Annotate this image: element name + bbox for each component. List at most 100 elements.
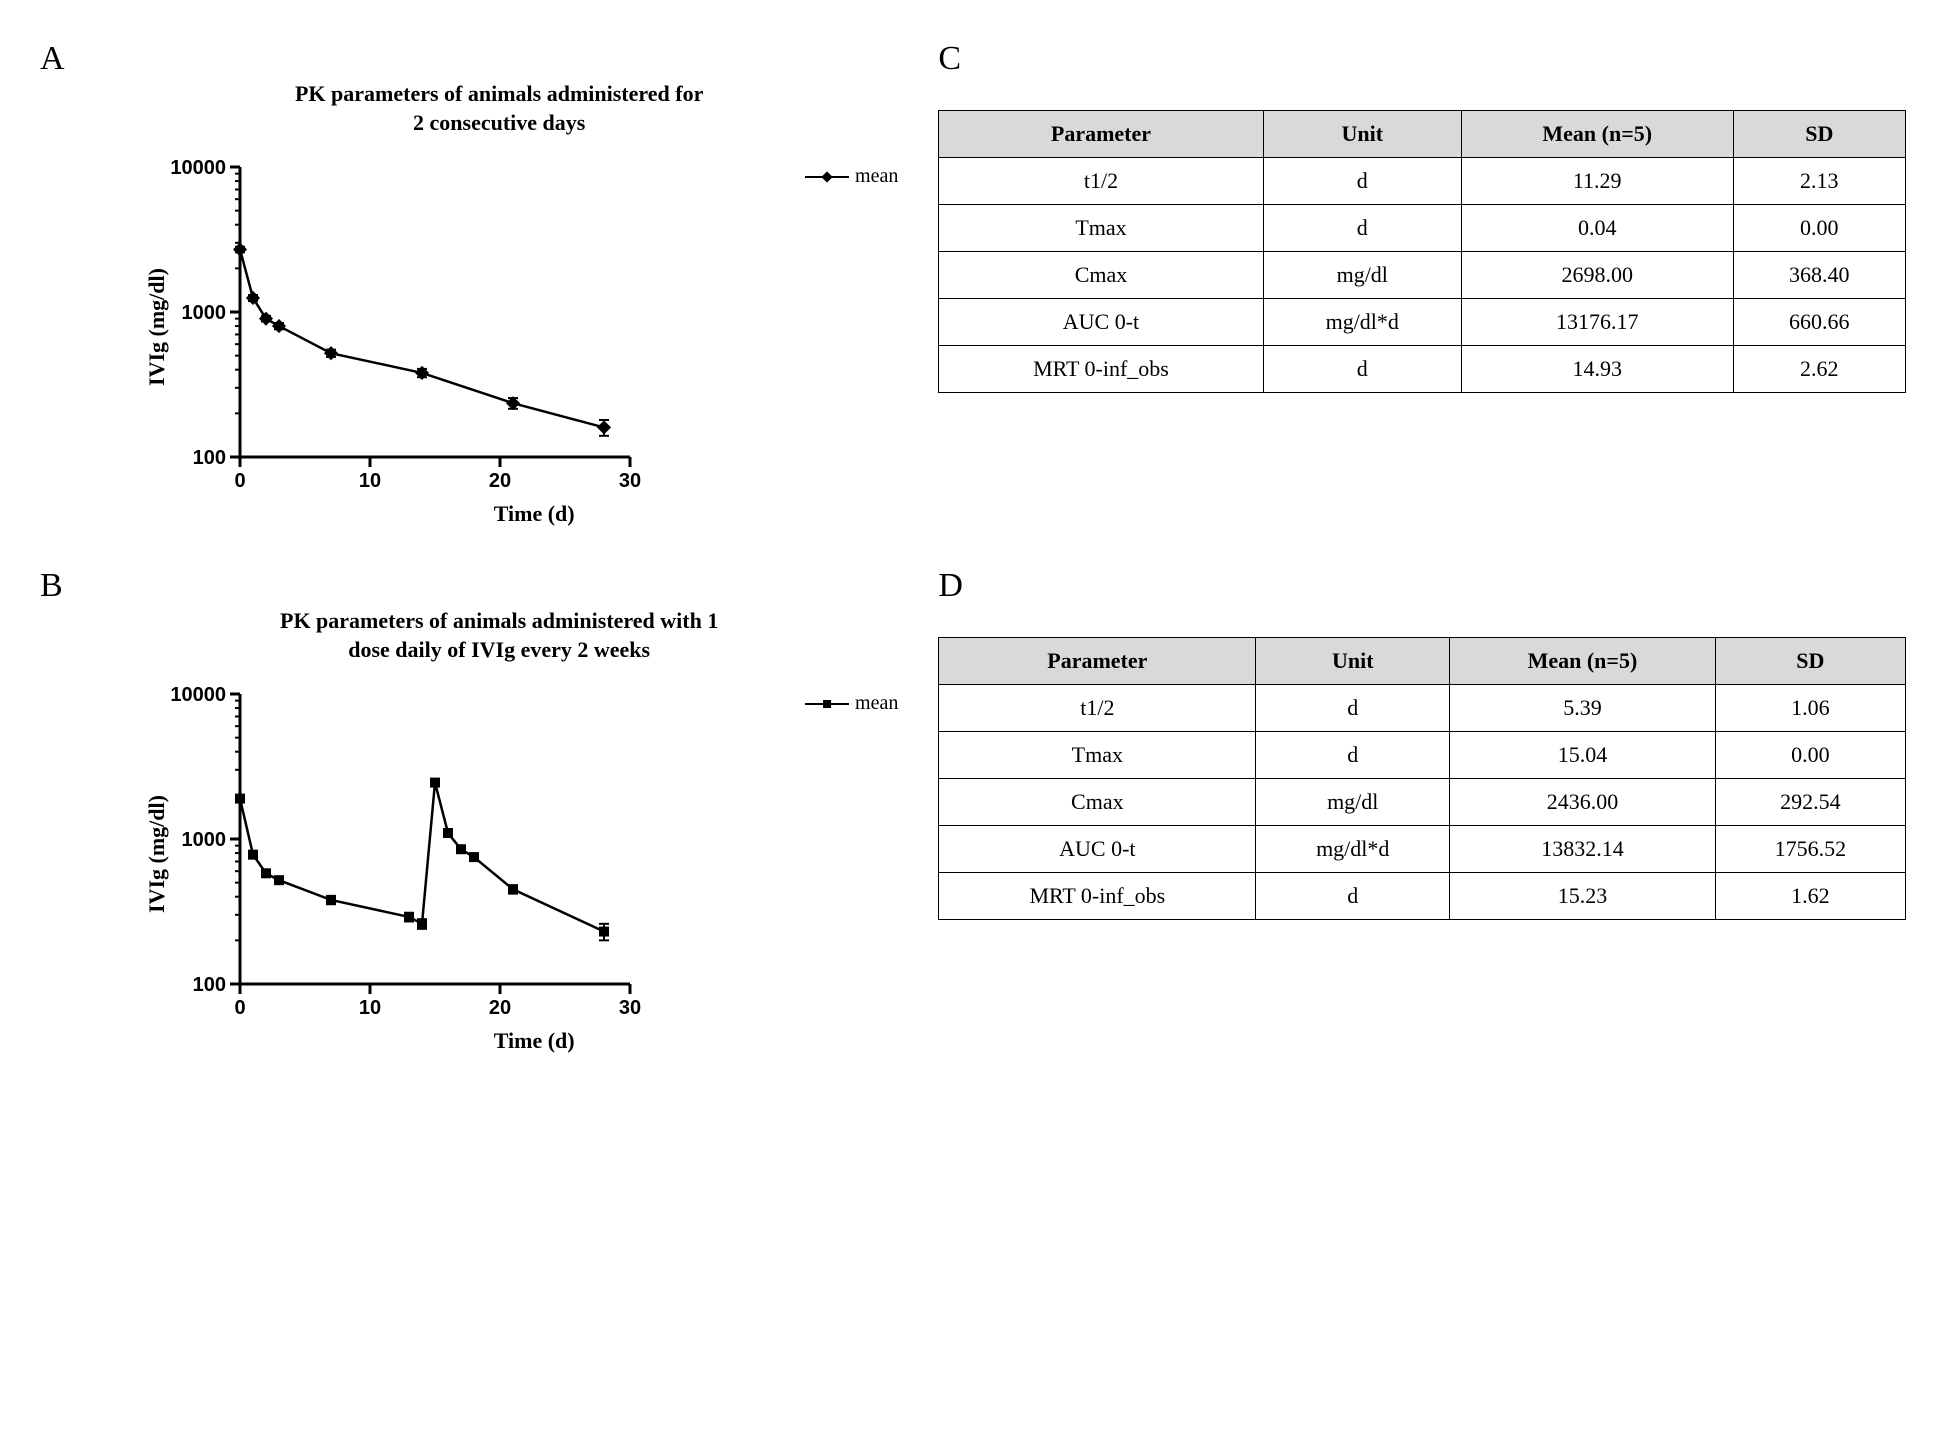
table-header: Parameter: [939, 111, 1263, 158]
panel-a-legend-label: mean: [855, 165, 898, 188]
svg-text:100: 100: [193, 974, 226, 996]
table-cell: MRT 0-inf_obs: [939, 346, 1263, 393]
panel-c-table-wrap: ParameterUnitMean (n=5)SDt1/2d11.292.13T…: [938, 40, 1946, 393]
table-cell: 0.00: [1733, 205, 1905, 252]
table-cell: 1.06: [1715, 685, 1905, 732]
table-cell: 0.04: [1461, 205, 1733, 252]
svg-text:10: 10: [359, 470, 381, 492]
table-header: Mean (n=5): [1461, 111, 1733, 158]
table-cell: 11.29: [1461, 158, 1733, 205]
panel-b-xlabel: Time (d): [170, 1028, 898, 1054]
table-row: AUC 0-tmg/dl*d13176.17660.66: [939, 299, 1906, 346]
panel-b-title-l2: dose daily of IVIg every 2 weeks: [348, 637, 650, 662]
panel-a-label: A: [40, 40, 65, 78]
table-cell: 2436.00: [1450, 779, 1716, 826]
table-cell: 15.04: [1450, 732, 1716, 779]
panel-a-legend: mean: [805, 165, 898, 188]
panel-a-chart-svg: 0 10 20 30 100 1000 10000: [170, 157, 750, 497]
table-cell: d: [1263, 205, 1461, 252]
panel-b-legend: mean: [805, 692, 898, 715]
table-cell: t1/2: [939, 158, 1263, 205]
panel-a: A PK parameters of animals administered …: [40, 40, 898, 527]
panel-b-label: B: [40, 567, 63, 605]
table-cell: 2.13: [1733, 158, 1905, 205]
panel-a-chart-box: IVIg (mg/dl) mean 0102030100100010000: [170, 157, 898, 497]
table-cell: Tmax: [939, 732, 1256, 779]
svg-text:0: 0: [234, 470, 245, 492]
svg-text:0: 0: [234, 997, 245, 1019]
table-row: t1/2d11.292.13: [939, 158, 1906, 205]
table-header: Mean (n=5): [1450, 638, 1716, 685]
table-cell: AUC 0-t: [939, 826, 1256, 873]
table-cell: d: [1263, 346, 1461, 393]
panel-b-title: PK parameters of animals administered wi…: [100, 607, 898, 664]
table-cell: MRT 0-inf_obs: [939, 873, 1256, 920]
table-cell: 2.62: [1733, 346, 1905, 393]
table-cell: AUC 0-t: [939, 299, 1263, 346]
panel-d: D ParameterUnitMean (n=5)SDt1/2d5.391.06…: [938, 567, 1946, 1054]
panel-b-legend-label: mean: [855, 692, 898, 715]
panel-c: C ParameterUnitMean (n=5)SDt1/2d11.292.1…: [938, 40, 1946, 527]
panel-a-chart-wrap: PK parameters of animals administered fo…: [40, 40, 898, 527]
panel-d-label: D: [938, 567, 963, 605]
table-row: Tmaxd0.040.00: [939, 205, 1906, 252]
table-header: Unit: [1256, 638, 1450, 685]
panel-d-table: ParameterUnitMean (n=5)SDt1/2d5.391.06Tm…: [938, 637, 1906, 920]
svg-text:20: 20: [489, 470, 511, 492]
panel-b-chart-svg: 0 10 20 30 100 1000 10000: [170, 684, 750, 1024]
table-cell: 0.00: [1715, 732, 1905, 779]
table-row: MRT 0-inf_obsd14.932.62: [939, 346, 1906, 393]
panel-c-table: ParameterUnitMean (n=5)SDt1/2d11.292.13T…: [938, 110, 1906, 393]
panel-b-ylabel: IVIg (mg/dl): [144, 795, 170, 913]
table-cell: 13832.14: [1450, 826, 1716, 873]
panel-c-label: C: [938, 40, 961, 78]
table-cell: mg/dl: [1256, 779, 1450, 826]
table-cell: d: [1256, 732, 1450, 779]
svg-text:10: 10: [359, 997, 381, 1019]
svg-text:30: 30: [619, 997, 641, 1019]
svg-text:100: 100: [193, 447, 226, 469]
svg-text:20: 20: [489, 997, 511, 1019]
table-row: MRT 0-inf_obsd15.231.62: [939, 873, 1906, 920]
table-cell: 368.40: [1733, 252, 1905, 299]
table-cell: d: [1256, 685, 1450, 732]
table-cell: mg/dl: [1263, 252, 1461, 299]
table-cell: Cmax: [939, 252, 1263, 299]
table-header: SD: [1715, 638, 1905, 685]
panel-d-table-wrap: ParameterUnitMean (n=5)SDt1/2d5.391.06Tm…: [938, 567, 1946, 920]
table-cell: Tmax: [939, 205, 1263, 252]
svg-text:10000: 10000: [170, 684, 226, 706]
table-cell: 13176.17: [1461, 299, 1733, 346]
table-cell: 15.23: [1450, 873, 1716, 920]
svg-text:30: 30: [619, 470, 641, 492]
panel-b-chart-box: IVIg (mg/dl) mean 0102030100100010000: [170, 684, 898, 1024]
table-cell: 14.93: [1461, 346, 1733, 393]
panel-a-title-l1: PK parameters of animals administered fo…: [295, 81, 703, 106]
table-cell: 2698.00: [1461, 252, 1733, 299]
table-cell: mg/dl*d: [1263, 299, 1461, 346]
panel-a-title: PK parameters of animals administered fo…: [100, 80, 898, 137]
table-row: Cmaxmg/dl2698.00368.40: [939, 252, 1906, 299]
table-cell: 1756.52: [1715, 826, 1905, 873]
panel-a-xlabel: Time (d): [170, 501, 898, 527]
table-header: Parameter: [939, 638, 1256, 685]
table-row: Tmaxd15.040.00: [939, 732, 1906, 779]
table-cell: d: [1263, 158, 1461, 205]
table-header: SD: [1733, 111, 1905, 158]
table-cell: Cmax: [939, 779, 1256, 826]
table-cell: d: [1256, 873, 1450, 920]
panel-a-ylabel: IVIg (mg/dl): [144, 268, 170, 386]
table-row: t1/2d5.391.06: [939, 685, 1906, 732]
table-cell: mg/dl*d: [1256, 826, 1450, 873]
panel-a-title-l2: 2 consecutive days: [413, 110, 585, 135]
table-cell: 292.54: [1715, 779, 1905, 826]
table-cell: t1/2: [939, 685, 1256, 732]
table-row: AUC 0-tmg/dl*d13832.141756.52: [939, 826, 1906, 873]
figure-grid: A PK parameters of animals administered …: [40, 40, 1906, 1054]
svg-text:1000: 1000: [182, 302, 227, 324]
table-cell: 660.66: [1733, 299, 1905, 346]
svg-text:10000: 10000: [170, 157, 226, 179]
table-header: Unit: [1263, 111, 1461, 158]
panel-b-chart-wrap: PK parameters of animals administered wi…: [40, 567, 898, 1054]
svg-text:1000: 1000: [182, 829, 227, 851]
